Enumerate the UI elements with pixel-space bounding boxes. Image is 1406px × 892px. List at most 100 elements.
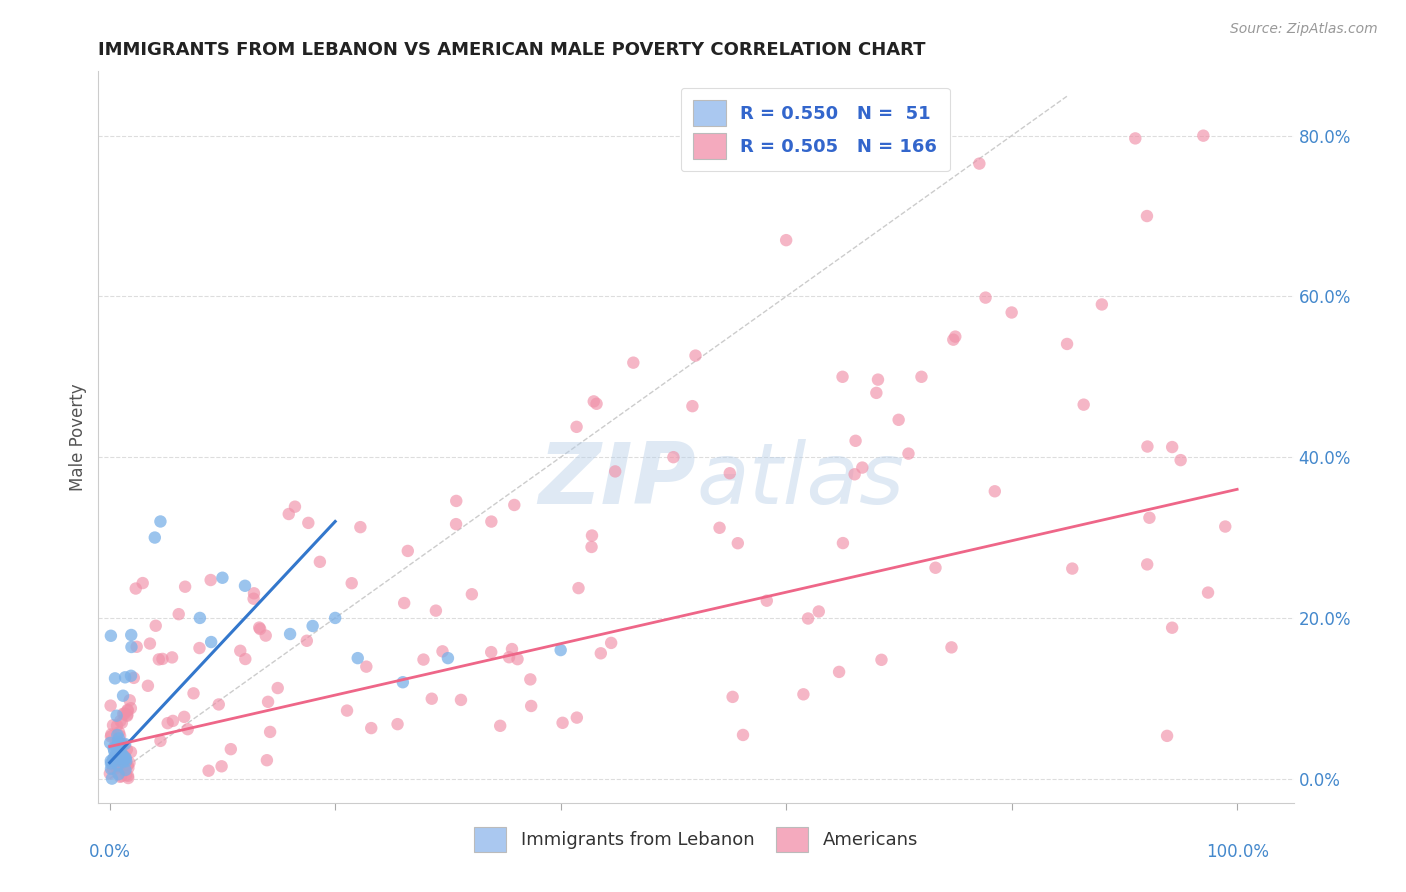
Point: [160, 650, 183, 665]
Point: [1062, 561, 1084, 575]
Point: [107, 734, 129, 748]
Point: [681, 399, 703, 413]
Point: [432, 644, 454, 658]
Point: [437, 651, 460, 665]
Point: [412, 652, 434, 666]
Point: [114, 751, 136, 765]
Point: [851, 460, 873, 475]
Point: [267, 681, 290, 695]
Point: [108, 758, 131, 772]
Point: [105, 739, 128, 754]
Point: [149, 515, 172, 529]
Point: [200, 573, 222, 587]
Point: [103, 749, 125, 764]
Legend: Immigrants from Lebanon, Americans: Immigrants from Lebanon, Americans: [467, 820, 925, 860]
Point: [105, 719, 128, 733]
Point: [1170, 453, 1192, 467]
Text: 100.0%: 100.0%: [1206, 843, 1268, 861]
Point: [392, 596, 415, 610]
Point: [108, 759, 131, 773]
Point: [420, 691, 443, 706]
Point: [828, 665, 851, 679]
Point: [120, 745, 142, 759]
Point: [114, 749, 136, 764]
Point: [581, 540, 603, 554]
Point: [103, 741, 125, 756]
Point: [1156, 729, 1178, 743]
Point: [200, 635, 222, 649]
Point: [924, 560, 946, 574]
Point: [870, 653, 893, 667]
Point: [149, 734, 172, 748]
Point: [104, 736, 127, 750]
Point: [120, 640, 142, 654]
Point: [845, 434, 868, 448]
Point: [115, 754, 138, 768]
Point: [519, 673, 541, 687]
Point: [103, 752, 125, 766]
Point: [105, 761, 128, 775]
Point: [115, 742, 138, 756]
Point: [461, 587, 484, 601]
Point: [112, 737, 135, 751]
Point: [108, 729, 131, 743]
Point: [349, 520, 371, 534]
Point: [100, 756, 122, 771]
Point: [115, 758, 138, 772]
Point: [301, 619, 323, 633]
Point: [120, 701, 142, 715]
Text: IMMIGRANTS FROM LEBANON VS AMERICAN MALE POVERTY CORRELATION CHART: IMMIGRANTS FROM LEBANON VS AMERICAN MALE…: [98, 41, 927, 59]
Point: [489, 719, 512, 733]
Point: [450, 693, 472, 707]
Point: [117, 769, 139, 783]
Point: [1213, 519, 1236, 533]
Point: [229, 644, 252, 658]
Point: [156, 716, 179, 731]
Point: [503, 498, 526, 512]
Point: [110, 747, 132, 761]
Point: [112, 706, 135, 721]
Point: [108, 749, 131, 764]
Point: [110, 769, 132, 783]
Point: [974, 291, 997, 305]
Point: [98, 766, 121, 780]
Point: [98, 736, 121, 750]
Point: [297, 516, 319, 530]
Point: [111, 715, 134, 730]
Point: [100, 727, 122, 741]
Point: [101, 761, 124, 775]
Point: [309, 555, 332, 569]
Point: [131, 576, 153, 591]
Point: [219, 742, 242, 756]
Point: [107, 758, 129, 772]
Point: [107, 767, 129, 781]
Point: [100, 698, 122, 713]
Point: [174, 580, 197, 594]
Y-axis label: Male Poverty: Male Poverty: [69, 384, 87, 491]
Point: [148, 652, 170, 666]
Point: [387, 717, 409, 731]
Point: [103, 754, 125, 768]
Point: [844, 467, 866, 482]
Point: [110, 749, 132, 764]
Point: [1056, 337, 1078, 351]
Point: [1136, 440, 1159, 454]
Point: [101, 718, 124, 732]
Point: [100, 762, 122, 776]
Point: [117, 758, 139, 772]
Point: [662, 450, 685, 465]
Point: [897, 447, 920, 461]
Point: [278, 627, 301, 641]
Point: [1123, 131, 1146, 145]
Point: [479, 645, 502, 659]
Point: [336, 704, 359, 718]
Point: [340, 576, 363, 591]
Point: [162, 714, 184, 728]
Point: [1161, 621, 1184, 635]
Point: [107, 758, 129, 772]
Point: [446, 494, 468, 508]
Point: [114, 706, 136, 721]
Point: [208, 698, 231, 712]
Point: [1192, 128, 1215, 143]
Point: [108, 751, 131, 765]
